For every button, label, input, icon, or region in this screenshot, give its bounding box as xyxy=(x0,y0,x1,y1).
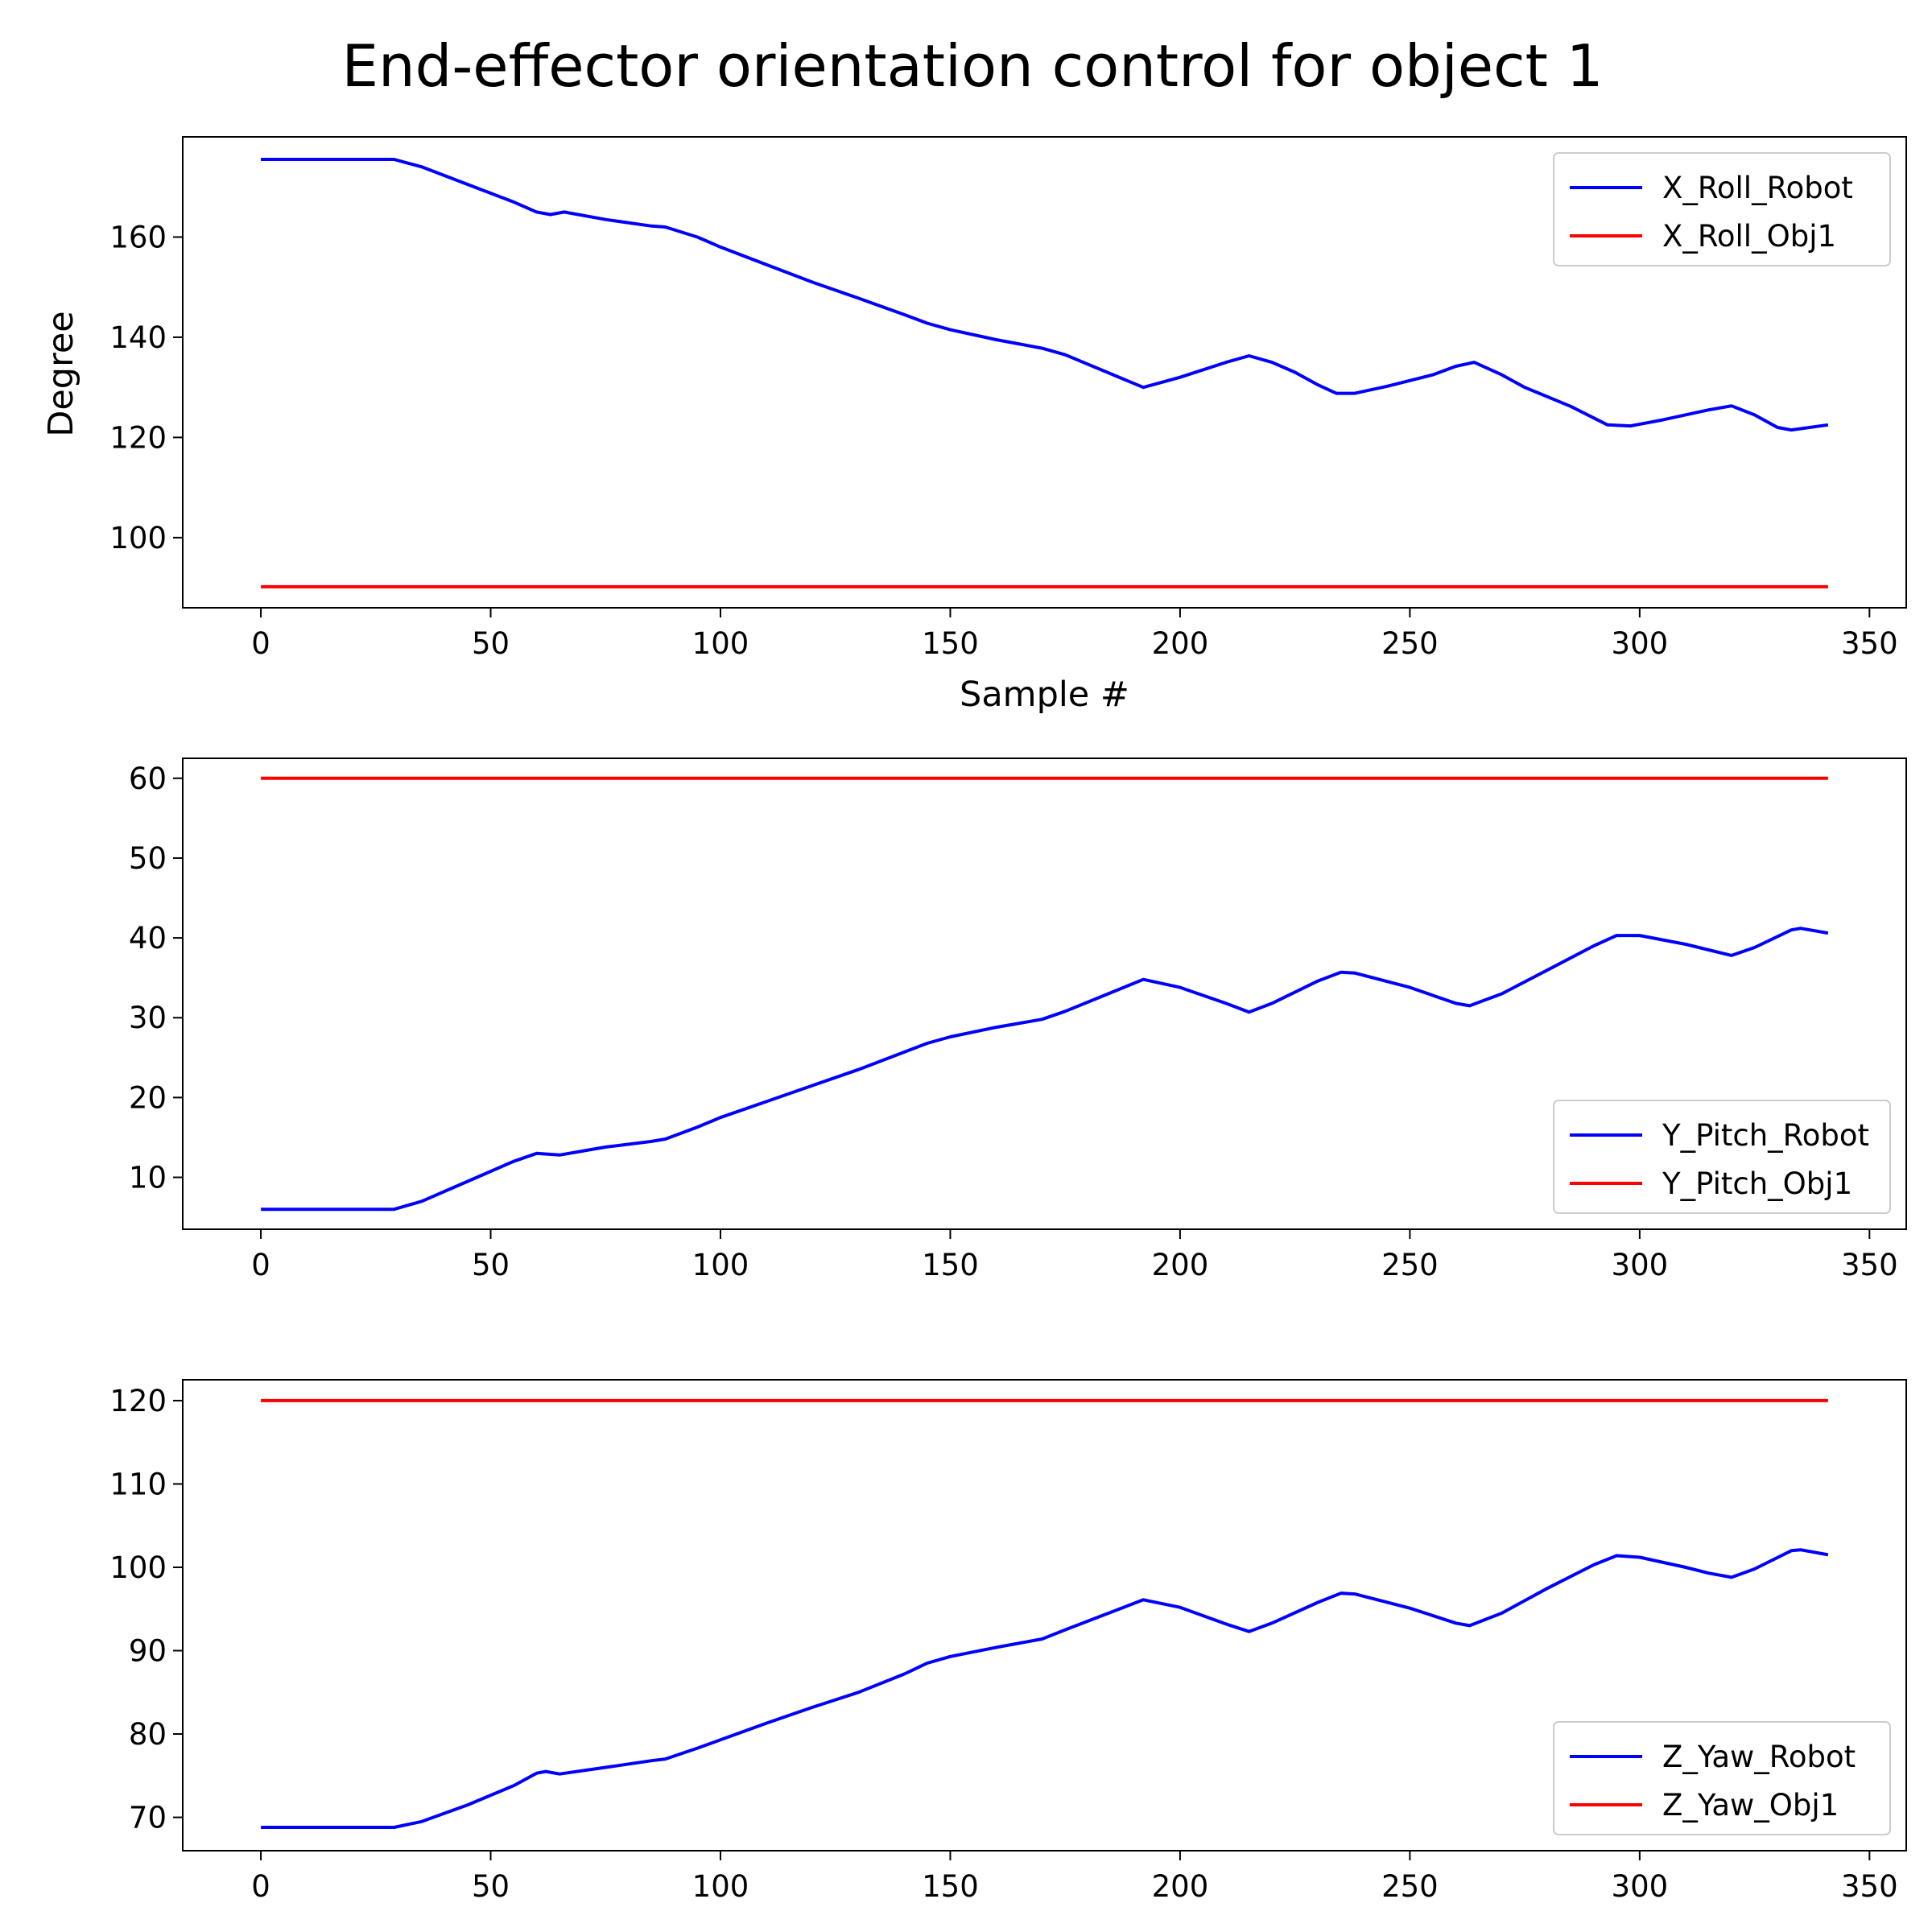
x-axis-label: Sample # xyxy=(960,675,1129,715)
axes-frame xyxy=(182,1379,1907,1852)
y-tick-label: 80 xyxy=(129,1717,167,1752)
x-tick-label: 50 xyxy=(472,1248,510,1282)
y-tick-label: 20 xyxy=(129,1080,167,1115)
series-line-Z_Yaw_Robot xyxy=(261,1548,1829,1829)
y-tick-label: 60 xyxy=(129,762,167,796)
y-tick-label: 40 xyxy=(129,921,167,956)
x-tick-label: 100 xyxy=(692,1869,749,1904)
x-tick-label: 50 xyxy=(472,626,510,661)
panel-1: 0 50 100 150 200 250 300 350 100 120 140 160 Sample … xyxy=(41,136,1907,715)
y-tick-label: 90 xyxy=(129,1634,167,1669)
x-tick-label: 300 xyxy=(1612,1869,1669,1904)
x-tick-label: 100 xyxy=(692,1248,749,1282)
axes-frame xyxy=(182,136,1907,609)
series-line-X_Roll_Robot xyxy=(261,158,1829,432)
x-tick-label: 200 xyxy=(1152,1248,1209,1282)
y-tick-label: 120 xyxy=(109,1384,167,1418)
x-tick-label: 250 xyxy=(1381,626,1439,661)
x-tick-label: 300 xyxy=(1612,1248,1669,1282)
legend-entry: X_Roll_Robot xyxy=(1662,171,1853,205)
panel-3: 0 50 100 150 200 250 300 350 70 80 90 100 110 120 Z_Ya… xyxy=(109,1379,1907,1904)
panels: 0 50 100 150 200 250 300 350100120140160Sample … xyxy=(41,136,1907,1904)
y-tick-label: 30 xyxy=(129,1001,167,1035)
y-tick-label: 50 xyxy=(129,841,167,876)
legend: Z_Yaw_Robot Z_Yaw_Obj1 xyxy=(1553,1721,1891,1835)
y-tick-label: 100 xyxy=(109,521,167,555)
x-tick-label: 350 xyxy=(1841,626,1898,661)
legend: Y_Pitch_Robot Y_Pitch_Obj1 xyxy=(1553,1100,1891,1214)
y-tick-label: 160 xyxy=(109,220,167,254)
axes-frame xyxy=(182,758,1907,1230)
x-tick-label: 0 xyxy=(251,1248,270,1282)
legend-entry: Y_Pitch_Robot xyxy=(1662,1118,1869,1153)
x-tick-label: 300 xyxy=(1612,626,1669,661)
x-tick-label: 250 xyxy=(1381,1248,1439,1282)
legend-entry: Z_Yaw_Obj1 xyxy=(1662,1788,1839,1823)
y-tick-label: 140 xyxy=(109,320,167,355)
y-tick-label: 10 xyxy=(129,1161,167,1195)
legend-entry: Y_Pitch_Obj1 xyxy=(1662,1166,1852,1201)
chart-title: End-effector orientation control for obj… xyxy=(341,32,1603,100)
y-tick-label: 100 xyxy=(109,1550,167,1585)
y-tick-label: 120 xyxy=(109,420,167,455)
x-tick-label: 100 xyxy=(692,626,749,661)
series-line-Y_Pitch_Robot xyxy=(261,927,1829,1212)
panel-2: 0 50 100 150 200 250 300 350 10 20 30 40 50 60 Y_Pitch… xyxy=(129,758,1907,1282)
legend: X_Roll_Robot X_Roll_Obj1 xyxy=(1553,152,1891,266)
x-tick-label: 200 xyxy=(1152,1869,1209,1904)
x-tick-label: 150 xyxy=(922,626,979,661)
legend-entry: X_Roll_Obj1 xyxy=(1662,219,1836,254)
x-tick-label: 0 xyxy=(251,1869,270,1904)
x-tick-label: 150 xyxy=(922,1869,979,1904)
x-tick-label: 0 xyxy=(251,626,270,661)
y-tick-label: 70 xyxy=(129,1801,167,1835)
legend-entry: Z_Yaw_Robot xyxy=(1662,1740,1856,1774)
x-tick-label: 50 xyxy=(472,1869,510,1904)
x-tick-label: 200 xyxy=(1152,626,1209,661)
x-tick-label: 350 xyxy=(1841,1248,1898,1282)
y-tick-label: 110 xyxy=(109,1467,167,1501)
x-tick-label: 250 xyxy=(1381,1869,1439,1904)
y-axis-label: Degree xyxy=(41,311,81,437)
x-tick-label: 350 xyxy=(1841,1869,1898,1904)
x-tick-label: 150 xyxy=(922,1248,979,1282)
